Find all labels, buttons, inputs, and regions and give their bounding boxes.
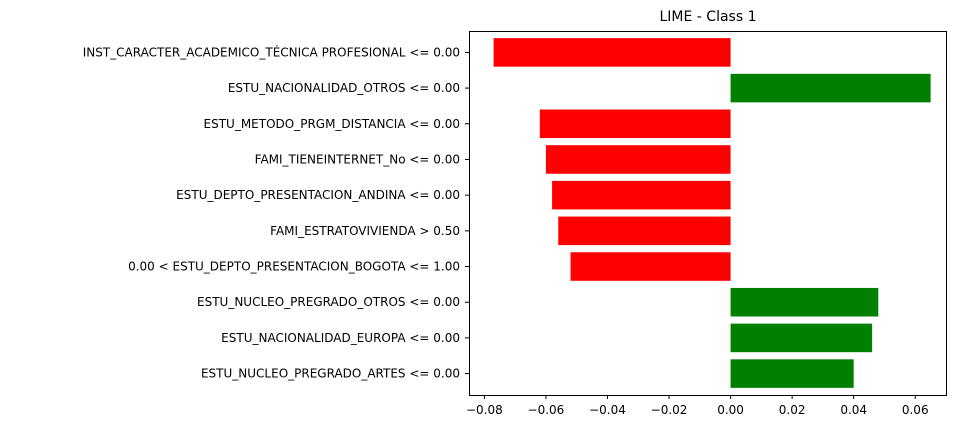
x-tick-label-7: 0.06 — [902, 403, 929, 417]
x-tick-label-2: −0.04 — [589, 403, 626, 417]
y-tick-label-6: 0.00 < ESTU_DEPTO_PRESENTACION_BOGOTA <=… — [128, 260, 460, 274]
y-tick-label-3: FAMI_TIENEINTERNET_No <= 0.00 — [255, 152, 460, 166]
y-tick-label-1: ESTU_NACIONALIDAD_OTROS <= 0.00 — [228, 81, 460, 95]
y-tick-label-2: ESTU_METODO_PRGM_DISTANCIA <= 0.00 — [204, 117, 461, 131]
bar-1 — [730, 73, 931, 103]
x-tick-label-0: −0.08 — [466, 403, 503, 417]
x-axis: −0.08 −0.06 −0.04 −0.02 0.00 0.02 0.04 0.06 — [466, 395, 929, 417]
plot-frame — [469, 31, 947, 396]
y-tick-label-0: INST_CARACTER_ACADEMICO_TÉCNICA PROFESIO… — [83, 44, 460, 59]
x-tick-label-1: −0.06 — [528, 403, 565, 417]
bar-4 — [552, 180, 731, 210]
bar-3 — [545, 145, 731, 174]
chart-title: LIME - Class 1 — [660, 9, 757, 25]
bar-2 — [539, 109, 731, 139]
bar-8 — [730, 323, 873, 353]
y-tick-label-5: FAMI_ESTRATOVIVIENDA > 0.50 — [270, 224, 460, 238]
bar-7 — [730, 287, 879, 317]
x-tick-label-5: 0.02 — [779, 403, 806, 417]
y-tick-label-9: ESTU_NUCLEO_PREGRADO_ARTES <= 0.00 — [201, 367, 460, 381]
y-tick-label-4: ESTU_DEPTO_PRESENTACION_ANDINA <= 0.00 — [176, 188, 460, 202]
y-tick-label-7: ESTU_NUCLEO_PREGRADO_OTROS <= 0.00 — [197, 295, 460, 309]
y-tick-labels: INST_CARACTER_ACADEMICO_TÉCNICA PROFESIO… — [83, 44, 469, 381]
bar-0 — [493, 38, 731, 67]
bars-group — [493, 38, 931, 388]
bar-6 — [570, 252, 731, 281]
y-tick-label-8: ESTU_NACIONALIDAD_EUROPA <= 0.00 — [221, 331, 460, 345]
bar-9 — [730, 359, 854, 388]
x-tick-label-3: −0.02 — [651, 403, 688, 417]
x-tick-label-4: 0.00 — [717, 403, 744, 417]
bar-5 — [558, 216, 731, 246]
x-tick-label-6: 0.04 — [840, 403, 867, 417]
